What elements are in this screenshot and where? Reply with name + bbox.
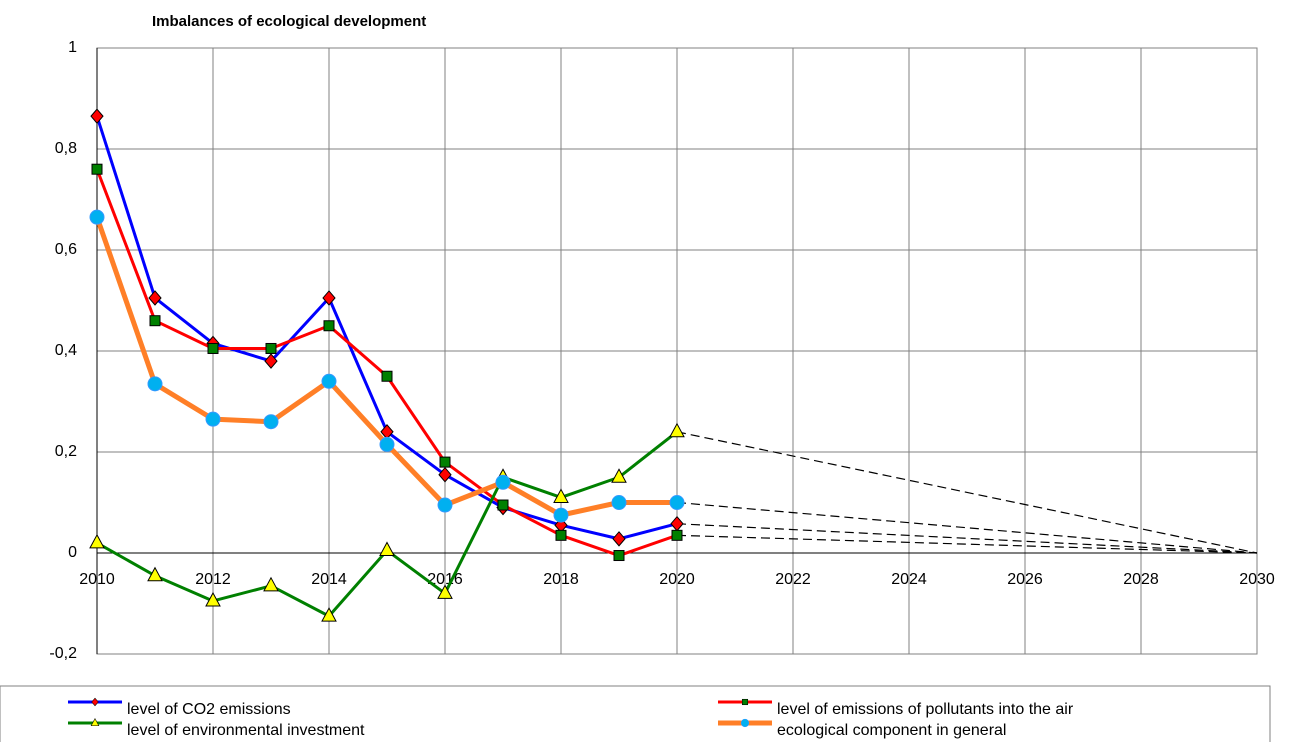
marker [263,414,279,430]
marker [148,290,162,306]
chart-title: Imbalances of ecological development [152,13,426,30]
y-tick-label: 0,6 [55,241,77,258]
marker [90,108,104,124]
marker [379,541,395,556]
marker [437,497,453,513]
x-tick-label: 2014 [311,571,347,588]
x-tick-label: 2028 [1123,571,1159,588]
marker [264,353,278,369]
y-tick-label: -0,2 [49,645,77,662]
x-tick-label: 2012 [195,571,231,588]
legend-box [0,685,1271,742]
marker [555,529,567,541]
marker [741,698,749,706]
marker [553,507,569,523]
projection-line [676,534,1258,554]
marker [669,422,685,438]
legend-item: level of emissions of pollutants into th… [718,698,1074,718]
marker [438,466,452,483]
marker [611,468,627,483]
x-tick-label: 2030 [1239,571,1275,588]
marker [149,315,161,327]
marker [495,474,511,490]
legend-label: ecological component in general [777,722,1006,739]
x-tick-label: 2024 [891,571,927,588]
legend-item: level of CO2 emissions [68,697,291,718]
marker [669,495,685,510]
marker [497,499,509,511]
marker [322,290,336,306]
marker [379,436,395,452]
y-tick-label: 0 [68,544,77,561]
marker [612,531,626,547]
legend-label: level of environmental investment [127,722,365,739]
marker [381,370,393,382]
marker [207,342,219,354]
marker [321,373,337,389]
x-tick-label: 2018 [543,571,579,588]
marker [671,529,683,541]
marker [437,584,453,599]
marker [321,607,337,622]
marker [89,533,105,549]
x-tick-label: 2020 [659,571,695,588]
marker [263,576,279,592]
y-tick-label: 1 [68,39,77,56]
marker [89,209,105,225]
marker [553,488,569,503]
marker [265,342,277,354]
projection-line [676,523,1258,554]
x-tick-label: 2022 [775,571,811,588]
legend-item: level of environmental investment [68,718,365,739]
marker [740,718,750,728]
marker [91,163,103,175]
marker [205,591,221,607]
y-tick-label: 0,2 [55,443,77,460]
legend-label: level of emissions of pollutants into th… [777,701,1074,718]
y-tick-label: 0,8 [55,140,77,157]
y-tick-label: 0,4 [55,342,77,359]
projection-line [676,431,1258,554]
marker [147,566,163,582]
marker [611,495,627,510]
marker [205,411,221,427]
x-tick-label: 2026 [1007,571,1043,588]
marker [147,376,163,392]
marker [91,697,99,707]
marker [613,550,625,562]
legend-label: level of CO2 emissions [127,701,291,718]
marker [439,456,451,468]
marker [90,718,100,727]
marker [323,320,335,332]
legend-item: ecological component in general [718,718,1006,739]
